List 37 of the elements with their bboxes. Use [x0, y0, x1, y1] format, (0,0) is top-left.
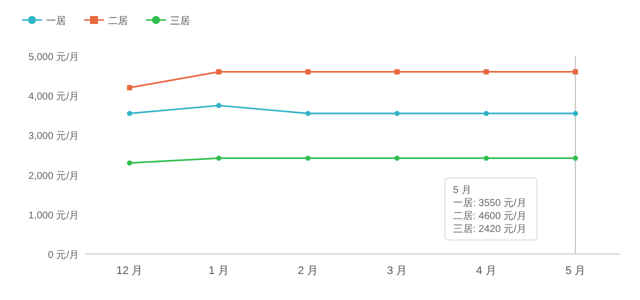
- point: [216, 156, 222, 161]
- x-tick-label: 5 月: [565, 265, 586, 277]
- legend-label: 二居: [108, 16, 128, 27]
- y-tick-label: 5,000 元/月: [28, 52, 79, 63]
- point: [394, 156, 400, 161]
- point: [126, 85, 132, 90]
- point: [484, 69, 489, 74]
- point: [126, 110, 132, 116]
- annotation: 5 月: [453, 185, 472, 196]
- point: [484, 110, 489, 116]
- point: [572, 156, 578, 161]
- legend-label: 三居: [170, 16, 190, 27]
- point: [394, 110, 400, 116]
- point: [126, 160, 132, 166]
- point: [484, 156, 489, 161]
- point: [305, 156, 311, 161]
- y-tick-label: 3,000 元/月: [28, 131, 79, 142]
- x-tick-label: 3 月: [386, 265, 408, 277]
- x-tick-label: 12 月: [116, 265, 143, 277]
- x-tick-label: 4 月: [476, 265, 496, 277]
- y-tick-label: 4,000 元/月: [28, 92, 79, 103]
- point: [394, 69, 400, 74]
- y-tick-label: 2,000 元/月: [28, 170, 79, 182]
- point: [305, 110, 311, 116]
- annotation: 二居: 4600 元/月: [453, 211, 526, 222]
- y-tick-label: 1,000 元/月: [28, 210, 79, 222]
- annotation: 三居: 2420 元/月: [453, 224, 526, 235]
- point: [216, 69, 222, 74]
- point: [305, 69, 311, 74]
- legend-label: 一居: [46, 16, 66, 27]
- x-tick-label: 2 月: [298, 265, 318, 277]
- point: [572, 110, 578, 116]
- x-tick-label: 1 月: [208, 265, 229, 277]
- annotation: 一居: 3550 元/月: [453, 198, 526, 209]
- point: [572, 69, 578, 74]
- y-tick-label: 0 元/月: [48, 250, 79, 261]
- point: [216, 102, 222, 108]
